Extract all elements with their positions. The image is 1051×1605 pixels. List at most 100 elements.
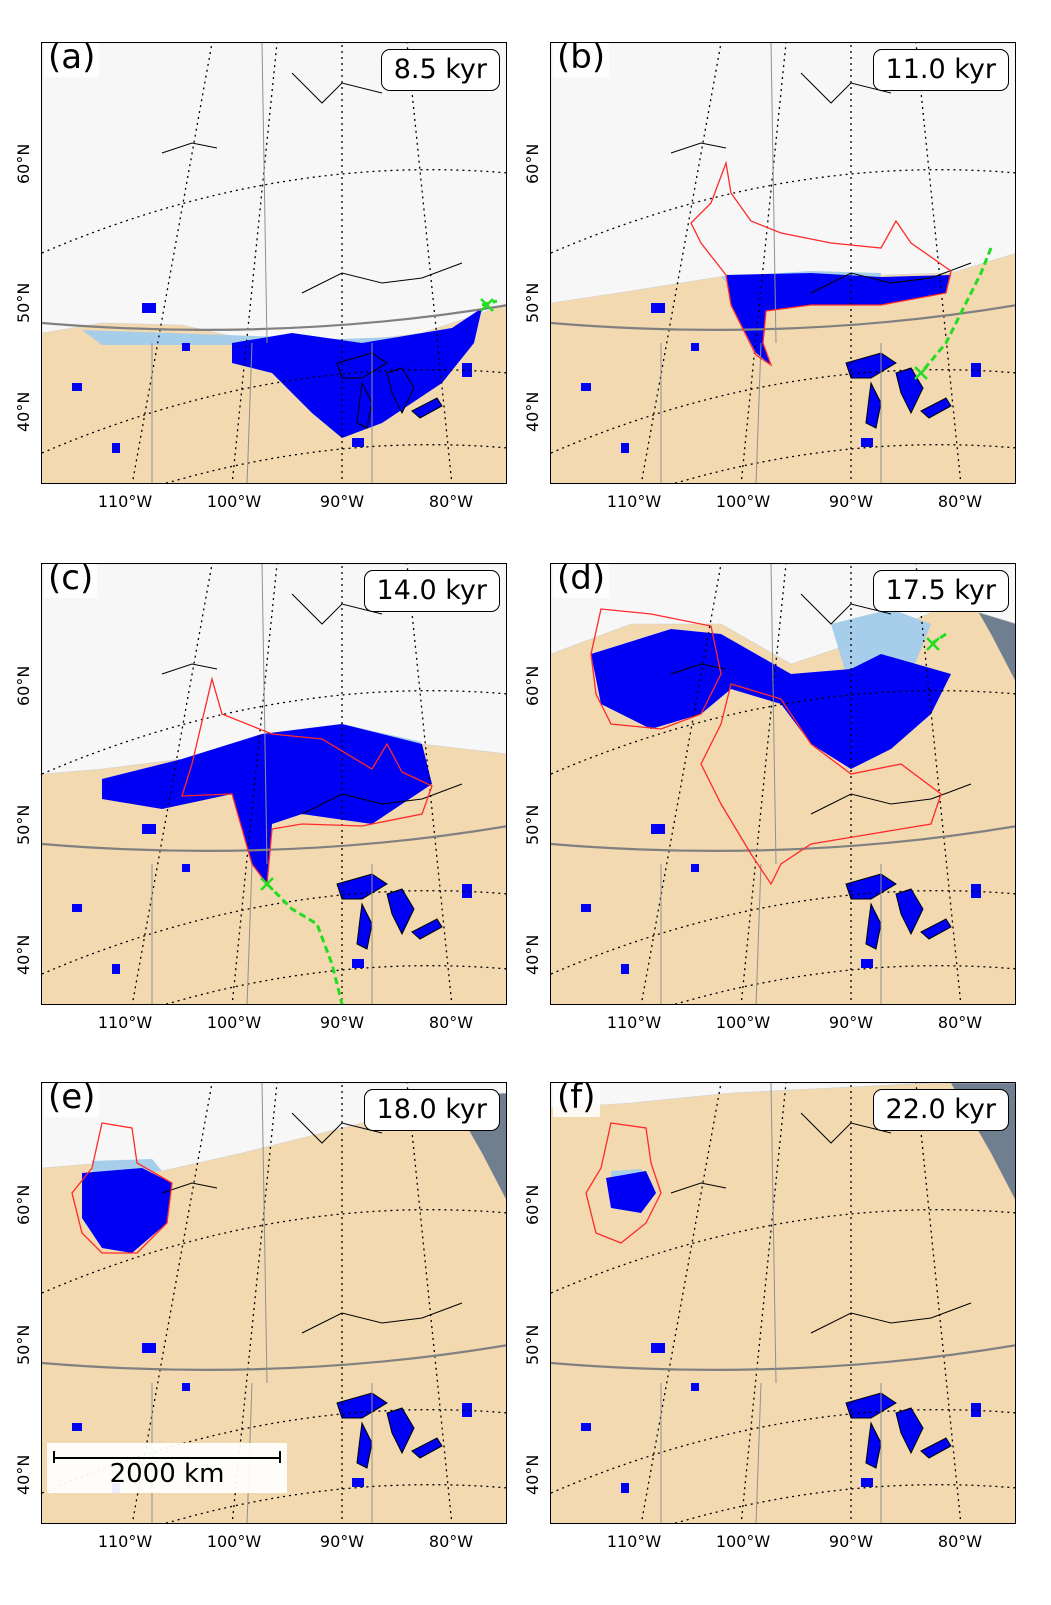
small-lake bbox=[462, 363, 472, 377]
lat-label: 60°N bbox=[523, 665, 542, 706]
outlet-path bbox=[919, 247, 993, 374]
meridian-line bbox=[915, 1083, 962, 1523]
map-graphic-d bbox=[551, 564, 1015, 1004]
small-lake bbox=[621, 443, 629, 453]
lon-label: 100°W bbox=[206, 492, 262, 511]
national-border bbox=[551, 1344, 1015, 1371]
parallel-line bbox=[42, 1409, 506, 1494]
lat-label: 60°N bbox=[14, 1184, 33, 1225]
small-lake bbox=[651, 1343, 665, 1353]
map-panel-d: (d) 17.5 kyr bbox=[550, 563, 1016, 1005]
small-lake bbox=[352, 438, 364, 447]
lon-label: 100°W bbox=[715, 1532, 771, 1551]
small-lake bbox=[621, 1483, 629, 1493]
small-lake bbox=[651, 824, 665, 834]
small-lake bbox=[861, 959, 873, 968]
small-lake bbox=[971, 363, 981, 377]
national-border bbox=[42, 825, 506, 852]
great-lake bbox=[386, 367, 415, 415]
parallel-line bbox=[551, 169, 1015, 254]
land-background bbox=[551, 1083, 1015, 1523]
lon-label: 100°W bbox=[206, 1013, 262, 1032]
time-label: 8.5 kyr bbox=[380, 49, 500, 91]
state-border bbox=[660, 1083, 882, 1523]
small-lake bbox=[651, 303, 665, 313]
meridian-line bbox=[231, 1083, 278, 1523]
meridian-line bbox=[915, 564, 962, 1004]
lon-label: 90°W bbox=[319, 1013, 365, 1032]
great-lake bbox=[845, 873, 897, 900]
map-graphic-f bbox=[551, 1083, 1015, 1523]
lat-label: 40°N bbox=[14, 391, 33, 432]
small-lake bbox=[691, 864, 699, 872]
parallel-line bbox=[164, 1484, 506, 1523]
small-lake bbox=[72, 1423, 82, 1431]
panel-label: (d) bbox=[553, 564, 610, 598]
map-graphic-c bbox=[42, 564, 506, 1004]
lat-label: 40°N bbox=[523, 1454, 542, 1495]
parallel-line bbox=[164, 444, 506, 483]
lat-label: 40°N bbox=[523, 934, 542, 975]
lake-extent-outline bbox=[590, 608, 942, 886]
coastline bbox=[670, 593, 972, 815]
map-panel-c: (c) 14.0 kyr bbox=[41, 563, 507, 1005]
lat-label: 40°N bbox=[14, 934, 33, 975]
great-lake bbox=[411, 1437, 443, 1459]
great-lake bbox=[920, 397, 952, 419]
map-panel-b: (b) 11.0 kyr bbox=[550, 42, 1016, 484]
great-lake bbox=[920, 918, 952, 940]
scale-tick bbox=[279, 1451, 281, 1463]
time-label: 14.0 kyr bbox=[363, 570, 500, 612]
small-lake bbox=[581, 1423, 591, 1431]
lon-label: 80°W bbox=[937, 1532, 983, 1551]
great-lake bbox=[336, 352, 388, 379]
parallel-line bbox=[42, 690, 506, 775]
lon-label: 90°W bbox=[828, 1532, 874, 1551]
lon-label: 80°W bbox=[428, 1013, 474, 1032]
parallel-line bbox=[42, 1209, 506, 1294]
small-lake bbox=[621, 964, 629, 974]
map-panel-a: (a) 8.5 kyr bbox=[41, 42, 507, 484]
lat-label: 50°N bbox=[14, 282, 33, 323]
great-lake bbox=[336, 1392, 388, 1419]
small-lake bbox=[462, 884, 472, 898]
great-lake bbox=[865, 902, 882, 950]
lat-label: 50°N bbox=[523, 282, 542, 323]
great-lake bbox=[411, 918, 443, 940]
lon-label: 110°W bbox=[97, 492, 153, 511]
scale-tick bbox=[53, 1451, 55, 1463]
great-lake bbox=[336, 873, 388, 900]
outlet-path bbox=[481, 299, 498, 307]
small-lake bbox=[691, 343, 699, 351]
parallel-line bbox=[673, 444, 1015, 483]
national-border bbox=[42, 1344, 506, 1371]
scale-line bbox=[53, 1457, 281, 1459]
parallel-line bbox=[673, 1484, 1015, 1523]
lon-label: 110°W bbox=[606, 1532, 662, 1551]
parallel-line bbox=[551, 890, 1015, 975]
time-label: 18.0 kyr bbox=[363, 1089, 500, 1131]
small-lake bbox=[971, 884, 981, 898]
small-lake bbox=[72, 904, 82, 912]
small-lake bbox=[352, 959, 364, 968]
state-border bbox=[660, 564, 882, 1004]
lake-extent-outline bbox=[181, 676, 433, 886]
lat-label: 60°N bbox=[523, 143, 542, 184]
lon-label: 110°W bbox=[97, 1013, 153, 1032]
outlet-marker bbox=[926, 637, 940, 651]
great-lake bbox=[356, 1421, 373, 1469]
panel-label: (a) bbox=[44, 43, 100, 77]
lat-label: 60°N bbox=[14, 143, 33, 184]
parallel-line bbox=[551, 369, 1015, 454]
panel-label: (c) bbox=[44, 564, 98, 598]
lon-label: 100°W bbox=[206, 1532, 262, 1551]
great-lake bbox=[411, 397, 443, 419]
lat-label: 50°N bbox=[523, 804, 542, 845]
outlet-marker bbox=[480, 298, 494, 312]
time-label: 11.0 kyr bbox=[872, 49, 1009, 91]
great-lake bbox=[865, 381, 882, 429]
lon-label: 80°W bbox=[937, 492, 983, 511]
meridian-line bbox=[406, 1083, 453, 1523]
proglacial-lake bbox=[726, 273, 951, 365]
parallel-line bbox=[42, 890, 506, 975]
